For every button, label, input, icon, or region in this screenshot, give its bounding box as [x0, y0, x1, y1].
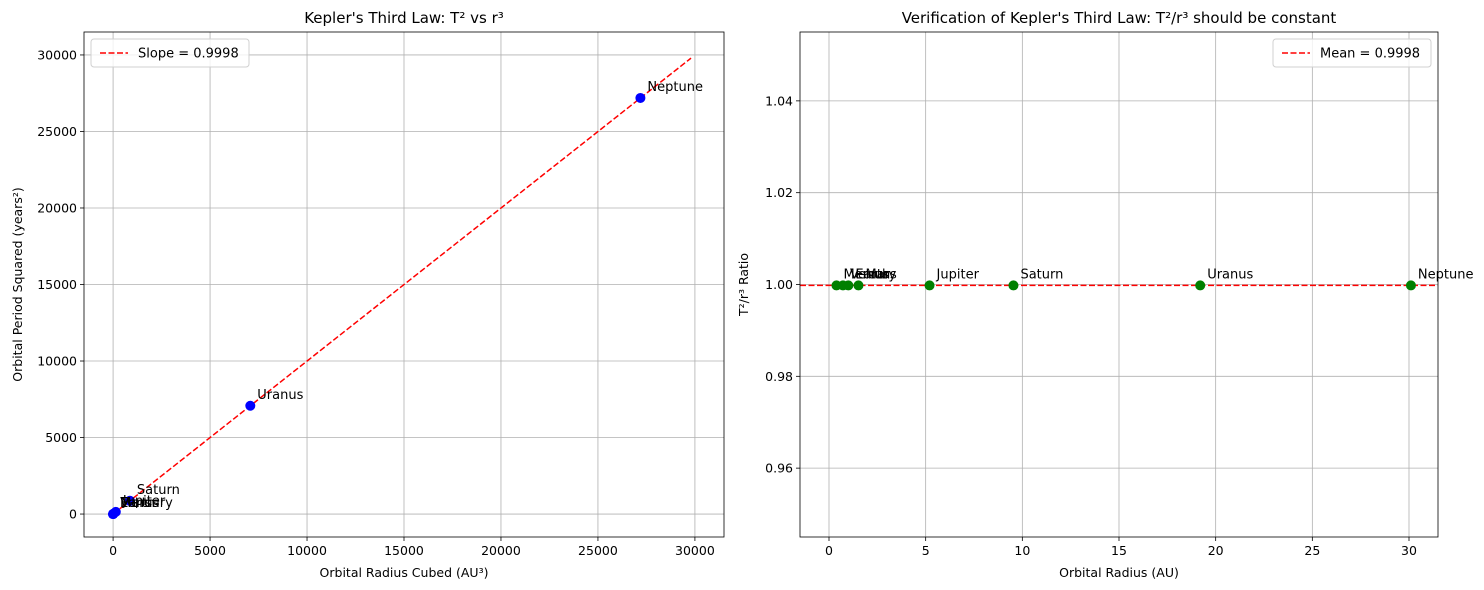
point-annotation: Venus	[120, 496, 159, 511]
y-tick-label: 30000	[37, 47, 77, 62]
point-annotation: Earth	[855, 267, 890, 282]
point-annotation: Saturn	[137, 483, 180, 498]
data-point	[1405, 280, 1416, 291]
data-point	[245, 400, 256, 411]
point-annotation: Jupiter	[936, 267, 980, 282]
point-annotation: Jupiter	[122, 494, 166, 509]
legend-box	[90, 38, 250, 68]
y-tick-label: 25000	[37, 124, 77, 139]
point-annotation: Mercury	[843, 267, 896, 282]
x-tick-label: 0	[825, 543, 833, 558]
x-tick-label: 15000	[384, 543, 424, 558]
x-tick-label: 10000	[287, 543, 327, 558]
y-tick-label: 1.02	[765, 185, 793, 200]
chart-1: 0 5000 10000 15000 20000 25000 30000 0 5000 10000…	[10, 9, 725, 580]
chart-2: 0 5 10 15 20 25 300.960.981.001.021.04MercuryV…	[736, 9, 1473, 580]
data-point	[924, 280, 935, 291]
y-tick-label: 20000	[37, 200, 77, 215]
plot-area	[108, 57, 692, 520]
y-tick-label: 1.04	[765, 93, 793, 108]
x-tick-label: 5000	[194, 543, 226, 558]
y-tick-label: 1.00	[765, 277, 793, 292]
x-tick-label: 5	[922, 543, 930, 558]
data-point	[110, 506, 121, 517]
data-point	[635, 92, 646, 103]
data-point	[1008, 280, 1019, 291]
data-point	[124, 495, 135, 506]
legend: Mean = 0.9998	[1272, 38, 1432, 68]
legend-label: Mean = 0.9998	[1320, 47, 1420, 62]
legend-box	[1272, 38, 1432, 68]
x-tick-label: 25	[1304, 543, 1320, 558]
point-annotation: Uranus	[1207, 267, 1253, 282]
y-tick-label: 10000	[37, 354, 77, 369]
x-tick-label: 30	[1401, 543, 1417, 558]
y-tick-label: 0.98	[765, 369, 793, 384]
point-annotation: Mars	[120, 496, 152, 511]
chart-title: Kepler's Third Law: T² vs r³	[304, 9, 504, 27]
y-axis-label: Orbital Period Squared (years²)	[10, 187, 25, 381]
x-tick-label: 20	[1208, 543, 1224, 558]
y-tick-label: 15000	[37, 277, 77, 292]
x-axis-label: Orbital Radius Cubed (AU³)	[320, 565, 489, 580]
legend: Slope = 0.9998	[90, 38, 250, 68]
point-annotation: Neptune	[1418, 267, 1474, 282]
y-tick-label: 0.96	[765, 461, 793, 476]
data-point	[1195, 280, 1206, 291]
legend-label: Slope = 0.9998	[138, 47, 239, 62]
chart-title: Verification of Kepler's Third Law: T²/r…	[902, 9, 1337, 27]
data-point	[853, 280, 864, 291]
point-annotation: Saturn	[1020, 267, 1063, 282]
x-tick-label: 15	[1111, 543, 1127, 558]
x-axis-label: Orbital Radius (AU)	[1059, 565, 1179, 580]
x-tick-label: 25000	[578, 543, 618, 558]
x-tick-label: 20000	[481, 543, 521, 558]
y-tick-label: 0	[69, 507, 77, 522]
point-annotation: Mercury	[120, 496, 173, 511]
data-point	[843, 280, 854, 291]
y-axis-label: T²/r³ Ratio	[736, 253, 751, 317]
x-tick-label: 10	[1014, 543, 1030, 558]
point-annotation: Earth	[120, 496, 155, 511]
point-annotation: Uranus	[257, 388, 303, 403]
x-tick-label: 30000	[675, 543, 715, 558]
axes-frame	[83, 31, 725, 538]
point-annotation: Neptune	[647, 80, 703, 95]
point-annotation: Mars	[865, 267, 897, 282]
fit-line	[112, 57, 692, 515]
y-tick-label: 5000	[45, 430, 77, 445]
plot-area	[800, 280, 1438, 291]
x-tick-label: 0	[109, 543, 117, 558]
axes-frame	[799, 31, 1439, 538]
point-annotation: Venus	[850, 267, 889, 282]
